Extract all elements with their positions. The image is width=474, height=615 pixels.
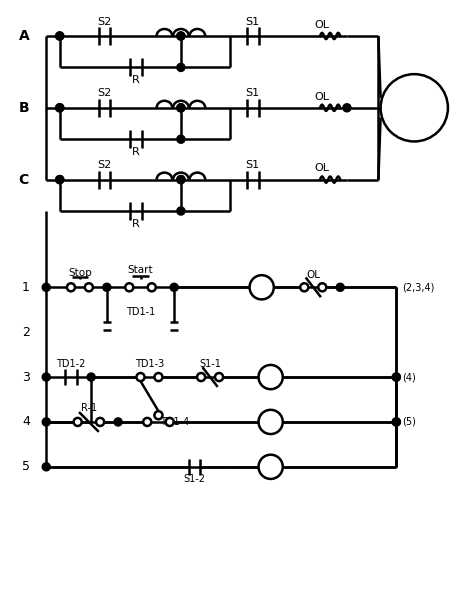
Text: Stop: Stop [68,268,92,278]
Circle shape [197,373,205,381]
Circle shape [177,207,185,215]
Circle shape [114,418,122,426]
Text: 4: 4 [22,416,30,429]
Text: TD1-2: TD1-2 [56,359,86,368]
Text: S2: S2 [263,462,278,472]
Text: Start: Start [128,265,153,276]
Text: C: C [18,173,29,186]
Circle shape [55,32,64,40]
Circle shape [55,32,64,40]
Text: A: A [18,29,29,43]
Circle shape [318,284,326,292]
Circle shape [177,175,185,184]
Circle shape [55,104,64,112]
Text: S2: S2 [98,161,112,170]
Circle shape [392,418,401,426]
Text: 3: 3 [22,371,30,384]
Circle shape [392,373,401,381]
Circle shape [177,104,185,112]
Text: R: R [267,372,274,382]
Text: S2: S2 [98,17,112,26]
Text: S1-2: S1-2 [183,474,205,485]
Circle shape [177,63,185,71]
Circle shape [215,373,223,381]
Circle shape [73,418,82,426]
Circle shape [177,32,185,40]
Text: R: R [132,218,140,229]
Text: TD1-1: TD1-1 [126,307,155,317]
Circle shape [148,284,156,292]
Circle shape [137,373,145,381]
Circle shape [42,418,50,426]
Text: OL: OL [306,270,320,280]
Text: (4): (4) [401,372,415,382]
Circle shape [177,175,185,184]
Text: OL: OL [315,164,330,173]
Circle shape [258,365,283,389]
Text: 5: 5 [22,460,30,474]
Text: Motor: Motor [393,101,435,114]
Circle shape [96,418,104,426]
Circle shape [55,175,64,184]
Circle shape [103,284,111,292]
Circle shape [177,104,185,112]
Circle shape [343,104,351,112]
Text: S1: S1 [263,417,278,427]
Circle shape [42,284,50,292]
Text: 2: 2 [22,326,30,339]
Text: S1-1: S1-1 [199,359,221,368]
Text: S1: S1 [246,17,260,26]
Circle shape [250,275,274,300]
Circle shape [381,74,448,141]
Text: OL: OL [315,20,330,30]
Text: S1: S1 [246,161,260,170]
Text: (2,3,4): (2,3,4) [401,282,434,292]
Text: OL: OL [315,92,330,101]
Circle shape [155,411,163,419]
Circle shape [55,175,64,184]
Circle shape [85,284,93,292]
Circle shape [392,373,401,381]
Circle shape [155,373,163,381]
Circle shape [300,284,309,292]
Circle shape [143,418,151,426]
Circle shape [165,418,174,426]
Text: (5): (5) [401,417,416,427]
Circle shape [170,284,178,292]
Text: TD1-4: TD1-4 [160,417,189,427]
Circle shape [258,454,283,479]
Circle shape [392,418,401,426]
Text: TD1-3: TD1-3 [135,359,164,368]
Circle shape [258,410,283,434]
Circle shape [177,32,185,40]
Text: S1: S1 [246,89,260,98]
Circle shape [177,135,185,143]
Text: R-1: R-1 [81,403,97,413]
Circle shape [42,373,50,381]
Circle shape [42,462,50,471]
Text: TD1: TD1 [250,282,273,292]
Text: R: R [132,147,140,157]
Circle shape [55,104,64,112]
Circle shape [125,284,133,292]
Text: B: B [18,101,29,115]
Circle shape [336,284,344,292]
Circle shape [87,373,95,381]
Text: S2: S2 [98,89,112,98]
Text: 1: 1 [22,281,30,294]
Circle shape [67,284,75,292]
Text: R: R [132,75,140,85]
